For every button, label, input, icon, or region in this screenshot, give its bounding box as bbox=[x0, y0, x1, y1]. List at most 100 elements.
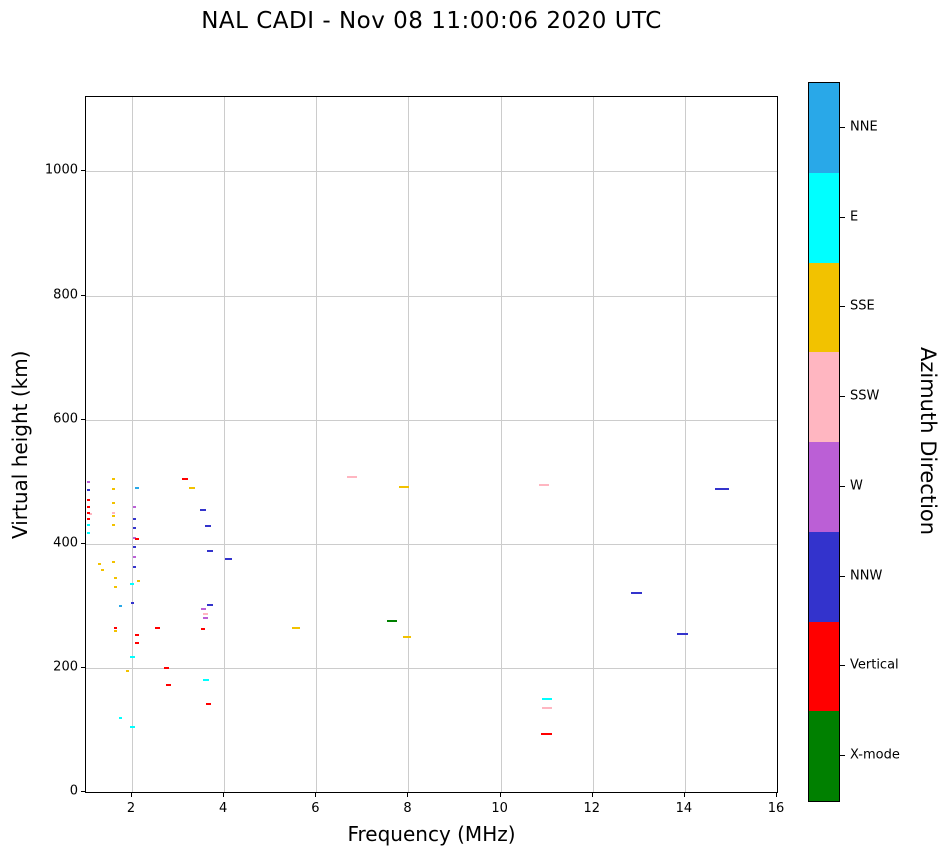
data-point-w bbox=[132, 536, 136, 539]
data-point-sse bbox=[112, 502, 116, 505]
data-point-e bbox=[119, 716, 123, 719]
colorbar-tick bbox=[840, 485, 845, 487]
data-point-nnw bbox=[86, 488, 90, 491]
colorbar-tick bbox=[840, 306, 845, 308]
data-point-sse bbox=[112, 477, 116, 480]
colorbar-tick-label: NNE bbox=[850, 119, 878, 135]
data-point-nnw bbox=[200, 508, 207, 511]
colorbar bbox=[808, 82, 840, 802]
x-axis-label: Frequency (MHz) bbox=[347, 822, 516, 846]
gridline-vertical bbox=[684, 97, 686, 792]
data-point-e bbox=[130, 583, 135, 586]
data-point-w bbox=[86, 480, 90, 483]
colorbar-segment-e bbox=[809, 172, 839, 263]
data-point-nnw bbox=[132, 527, 136, 530]
data-point-ssw bbox=[541, 707, 552, 710]
data-point-nnw bbox=[132, 545, 136, 548]
y-tick-label: 600 bbox=[53, 411, 78, 427]
data-point-sse bbox=[291, 626, 300, 629]
x-tick-mark bbox=[407, 793, 409, 797]
data-point-nnw bbox=[630, 592, 642, 595]
chart-title: NAL CADI - Nov 08 11:00:06 2020 UTC bbox=[201, 8, 662, 34]
colorbar-segment-sse bbox=[809, 262, 839, 353]
x-tick-mark bbox=[683, 793, 685, 797]
x-tick-label: 12 bbox=[583, 801, 600, 816]
data-point-nnw bbox=[207, 603, 214, 606]
data-point-vertical bbox=[86, 517, 90, 520]
data-point-vertical bbox=[166, 684, 172, 687]
y-tick-mark bbox=[81, 542, 85, 544]
data-point-ssw bbox=[112, 511, 116, 514]
data-point-nnw bbox=[677, 632, 689, 635]
x-tick-label: 4 bbox=[219, 801, 228, 816]
colorbar-segment-w bbox=[809, 442, 839, 532]
data-point-vertical bbox=[134, 642, 139, 645]
data-point-x-mode bbox=[387, 620, 398, 623]
gridline-vertical bbox=[500, 97, 502, 792]
x-tick-label: 6 bbox=[311, 801, 320, 816]
data-point-vertical bbox=[134, 537, 139, 540]
colorbar-tick-label: E bbox=[850, 209, 859, 225]
data-point-vertical bbox=[201, 628, 206, 631]
data-point-sse bbox=[98, 562, 102, 565]
x-tick-mark bbox=[131, 793, 133, 797]
x-tick-mark bbox=[315, 793, 317, 797]
gridline-horizontal bbox=[86, 171, 777, 173]
data-point-vertical bbox=[134, 634, 139, 636]
data-point-nnw bbox=[205, 525, 212, 528]
colorbar-segment-nne bbox=[809, 83, 839, 173]
data-point-e bbox=[129, 655, 135, 658]
colorbar-tick-label: SSW bbox=[850, 388, 880, 404]
colorbar-segment-vertical bbox=[809, 621, 839, 712]
colorbar-segment-nnw bbox=[809, 531, 839, 622]
x-tick-mark bbox=[776, 793, 777, 797]
gridline-vertical bbox=[592, 97, 594, 792]
data-point-w bbox=[132, 505, 136, 508]
y-tick-mark bbox=[81, 170, 85, 172]
y-tick-label: 200 bbox=[53, 659, 78, 675]
data-point-nnw bbox=[207, 550, 214, 553]
x-tick-mark bbox=[591, 793, 593, 797]
colorbar-tick-label: Vertical bbox=[850, 657, 899, 673]
data-point-sse bbox=[137, 580, 141, 583]
data-point-sse bbox=[398, 485, 409, 488]
data-point-sse bbox=[114, 629, 118, 632]
data-point-w bbox=[132, 556, 136, 559]
x-tick-mark bbox=[499, 793, 501, 797]
data-point-e bbox=[202, 679, 209, 682]
data-point-ssw bbox=[539, 483, 550, 486]
x-tick-label: 10 bbox=[491, 801, 508, 816]
y-tick-mark bbox=[81, 294, 85, 296]
data-point-nnw bbox=[225, 558, 233, 561]
data-point-nnw bbox=[714, 488, 729, 491]
data-point-e bbox=[129, 725, 135, 728]
y-tick-label: 0 bbox=[69, 783, 78, 799]
data-point-nne bbox=[134, 486, 139, 489]
data-point-e bbox=[86, 531, 90, 534]
data-point-e bbox=[86, 524, 90, 527]
data-point-sse bbox=[125, 669, 129, 672]
data-point-vertical bbox=[86, 511, 90, 514]
y-tick-mark bbox=[81, 418, 85, 420]
data-point-nne bbox=[119, 604, 123, 607]
data-point-sse bbox=[112, 488, 116, 491]
gridline-vertical bbox=[408, 97, 410, 792]
gridline-horizontal bbox=[86, 295, 777, 297]
colorbar-tick bbox=[840, 755, 845, 757]
data-point-w bbox=[200, 607, 206, 610]
data-point-w bbox=[203, 617, 209, 620]
colorbar-tick-label: SSE bbox=[850, 298, 875, 314]
y-tick-mark bbox=[81, 791, 85, 792]
colorbar-tick bbox=[840, 575, 845, 577]
colorbar-axis-label: Azimuth Direction bbox=[916, 346, 940, 536]
y-tick-label: 800 bbox=[53, 287, 78, 303]
data-point-vertical bbox=[114, 626, 118, 629]
data-point-ssw bbox=[203, 612, 209, 615]
gridline-horizontal bbox=[86, 419, 777, 421]
data-point-sse bbox=[188, 486, 195, 489]
data-point-sse bbox=[114, 576, 118, 579]
colorbar-tick bbox=[840, 126, 845, 128]
data-point-vertical bbox=[154, 626, 160, 629]
data-point-ssw bbox=[89, 513, 93, 515]
